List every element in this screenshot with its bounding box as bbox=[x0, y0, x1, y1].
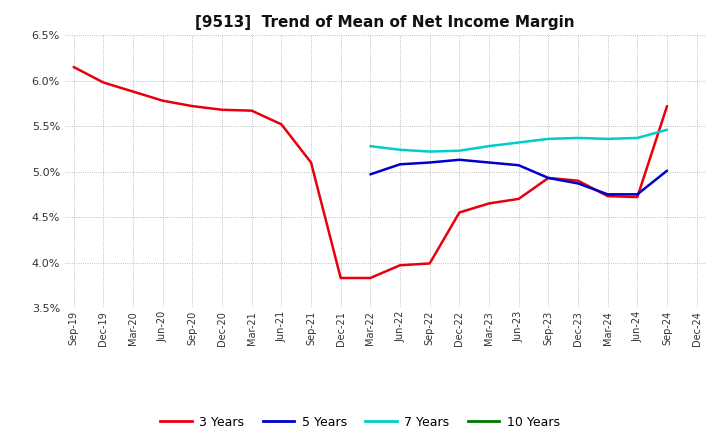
7 Years bbox=[662, 127, 671, 132]
3 Years bbox=[277, 122, 286, 127]
Line: 5 Years: 5 Years bbox=[370, 160, 667, 194]
3 Years bbox=[633, 194, 642, 200]
7 Years bbox=[544, 136, 553, 142]
3 Years bbox=[485, 201, 493, 206]
7 Years bbox=[574, 136, 582, 141]
3 Years bbox=[455, 210, 464, 215]
3 Years bbox=[336, 275, 345, 281]
5 Years bbox=[633, 192, 642, 197]
3 Years bbox=[574, 178, 582, 183]
3 Years bbox=[544, 175, 553, 180]
5 Years bbox=[396, 161, 405, 167]
3 Years bbox=[603, 194, 612, 199]
Title: [9513]  Trend of Mean of Net Income Margin: [9513] Trend of Mean of Net Income Margi… bbox=[195, 15, 575, 30]
3 Years bbox=[217, 107, 226, 112]
5 Years bbox=[574, 181, 582, 186]
3 Years bbox=[307, 160, 315, 165]
3 Years bbox=[188, 103, 197, 109]
3 Years bbox=[158, 98, 167, 103]
5 Years bbox=[662, 168, 671, 173]
Line: 3 Years: 3 Years bbox=[73, 67, 667, 278]
3 Years bbox=[396, 263, 405, 268]
7 Years bbox=[514, 140, 523, 145]
3 Years bbox=[99, 80, 108, 85]
7 Years bbox=[633, 136, 642, 141]
7 Years bbox=[396, 147, 405, 152]
7 Years bbox=[485, 143, 493, 149]
5 Years bbox=[455, 157, 464, 162]
3 Years bbox=[662, 103, 671, 109]
3 Years bbox=[514, 196, 523, 202]
3 Years bbox=[426, 261, 434, 266]
Legend: 3 Years, 5 Years, 7 Years, 10 Years: 3 Years, 5 Years, 7 Years, 10 Years bbox=[156, 411, 564, 434]
5 Years bbox=[544, 175, 553, 180]
7 Years bbox=[455, 148, 464, 153]
5 Years bbox=[366, 172, 374, 177]
5 Years bbox=[514, 163, 523, 168]
3 Years bbox=[69, 64, 78, 70]
3 Years bbox=[129, 89, 138, 94]
3 Years bbox=[366, 275, 374, 281]
5 Years bbox=[426, 160, 434, 165]
7 Years bbox=[366, 143, 374, 149]
5 Years bbox=[603, 192, 612, 197]
3 Years bbox=[248, 108, 256, 114]
7 Years bbox=[603, 136, 612, 142]
Line: 7 Years: 7 Years bbox=[370, 130, 667, 152]
5 Years bbox=[485, 160, 493, 165]
7 Years bbox=[426, 149, 434, 154]
